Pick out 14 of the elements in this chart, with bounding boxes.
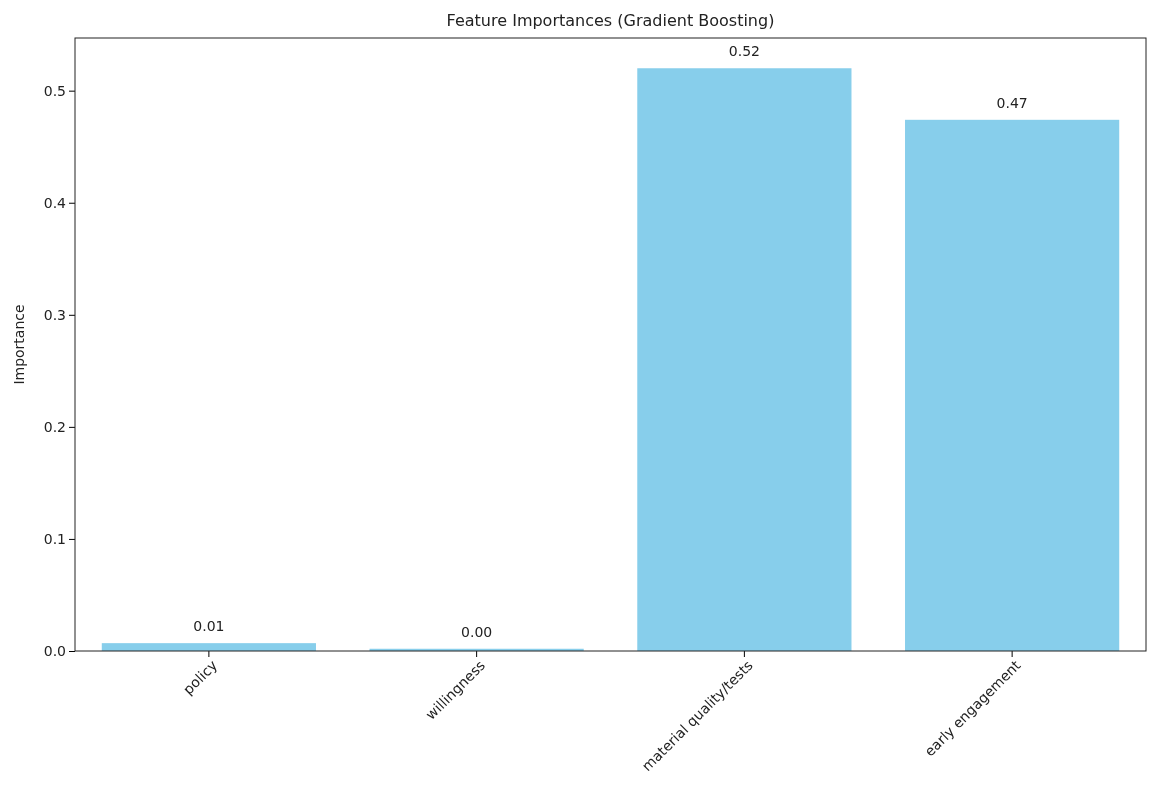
y-tick-label: 0.3 bbox=[43, 306, 66, 323]
y-tick-label: 0.0 bbox=[43, 642, 66, 659]
data-label: 0.00 bbox=[461, 623, 493, 640]
bar bbox=[905, 119, 1120, 651]
chart-title: Feature Importances (Gradient Boosting) bbox=[446, 11, 775, 30]
data-label: 0.47 bbox=[996, 94, 1028, 111]
y-tick-label: 0.4 bbox=[43, 194, 67, 211]
y-tick-label: 0.1 bbox=[43, 530, 66, 547]
y-tick-label: 0.5 bbox=[43, 82, 66, 99]
data-label: 0.52 bbox=[728, 43, 760, 60]
bar bbox=[637, 68, 852, 651]
data-label: 0.01 bbox=[193, 618, 225, 635]
y-tick-label: 0.2 bbox=[43, 418, 66, 435]
y-axis-title: Importance bbox=[11, 304, 27, 385]
